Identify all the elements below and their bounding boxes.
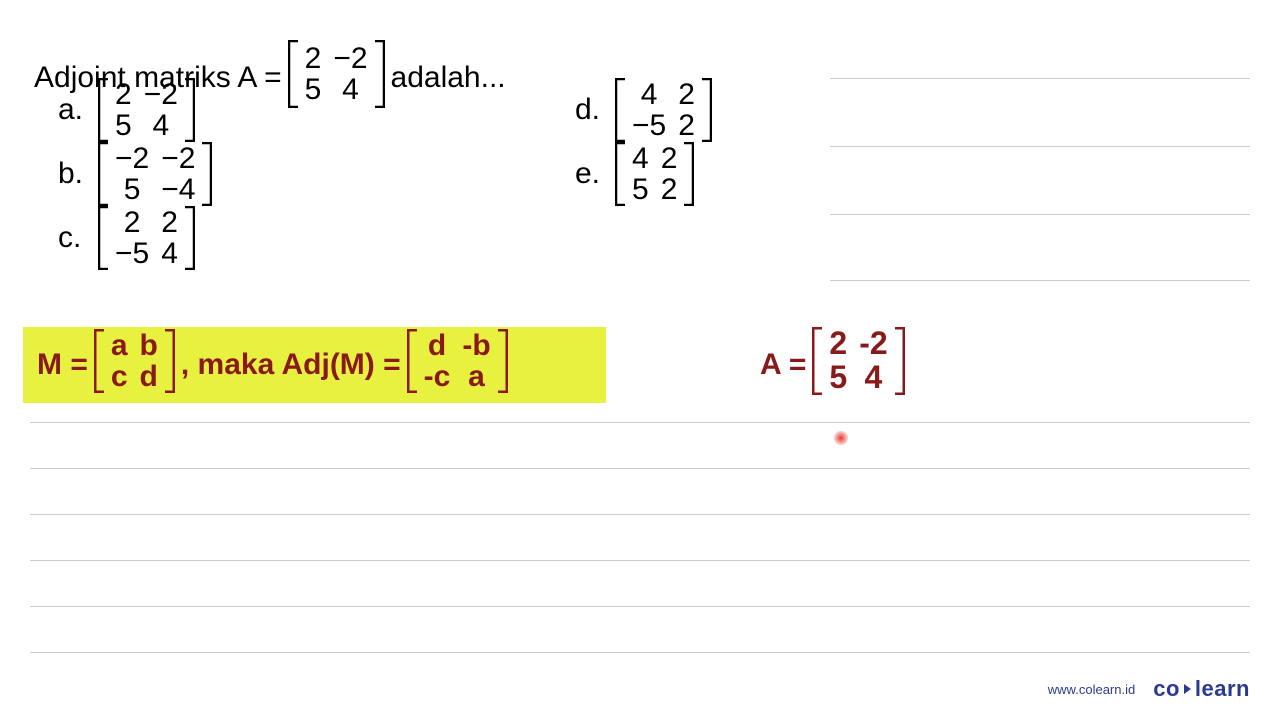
- option-label: b.: [58, 157, 84, 191]
- matrix-A: 25 -24: [812, 327, 904, 403]
- options-column-right: d. 4−5 22 e. 45 22: [575, 78, 712, 206]
- ruled-line: [830, 214, 1250, 215]
- option-row: b. −25 −2−4: [58, 142, 212, 206]
- option-row: d. 4−5 22: [575, 78, 712, 142]
- footer: www.colearn.id co learn: [1048, 676, 1250, 702]
- footer-url: www.colearn.id: [1048, 682, 1135, 697]
- ruled-line: [30, 514, 1250, 515]
- brand-triangle-icon: [1184, 684, 1191, 694]
- option-row: a. 25 −24: [58, 78, 212, 142]
- brand-logo: co learn: [1153, 676, 1250, 702]
- formula-matrix-M: ac bd: [94, 329, 175, 401]
- option-label: e.: [575, 157, 601, 191]
- brand-co: co: [1153, 676, 1180, 702]
- ruled-line: [30, 606, 1250, 607]
- ruled-line: [30, 422, 1250, 423]
- formula-matrix-adj: d-c -ba: [407, 329, 508, 401]
- ruled-line: [830, 146, 1250, 147]
- ruled-line: [30, 468, 1250, 469]
- option-row: e. 45 22: [575, 142, 712, 206]
- matrix-A-prefix: A =: [760, 348, 806, 382]
- laser-pointer-dot: [834, 431, 848, 445]
- option-label: d.: [575, 93, 601, 127]
- ruled-line: [830, 280, 1250, 281]
- option-label: c.: [58, 221, 84, 255]
- ruled-line: [30, 652, 1250, 653]
- option-row: c. 2−5 24: [58, 206, 212, 270]
- formula-highlight: M = ac bd , maka Adj(M) = d-c -ba: [23, 327, 606, 403]
- formula-lhs: M =: [37, 348, 88, 382]
- question-suffix: adalah...: [391, 61, 506, 95]
- matrix-A-display: A = 25 -24: [760, 327, 905, 403]
- options-column-left: a. 25 −24 b. −25 −2−4 c. 2−5 24: [58, 78, 212, 270]
- formula-mid: , maka Adj(M) =: [181, 348, 401, 382]
- question-matrix: 25 −24: [288, 40, 385, 116]
- option-label: a.: [58, 93, 84, 127]
- brand-learn: learn: [1195, 676, 1250, 702]
- ruled-line: [30, 560, 1250, 561]
